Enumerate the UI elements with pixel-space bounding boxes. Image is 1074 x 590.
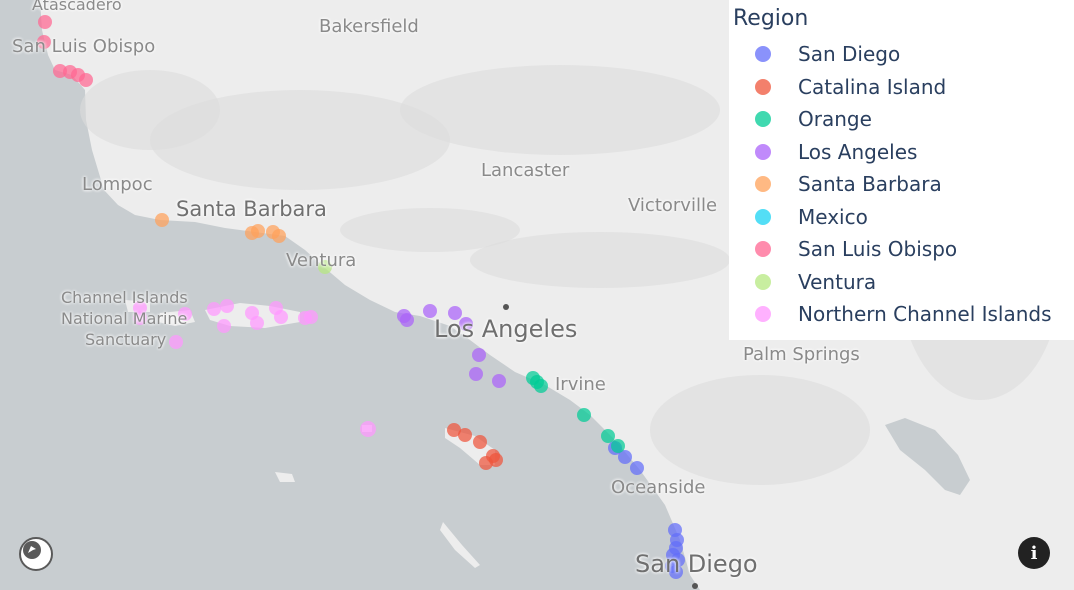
data-point[interactable] <box>601 429 615 443</box>
place-irvine: Irvine <box>555 374 606 395</box>
data-point[interactable] <box>251 224 265 238</box>
data-point[interactable] <box>469 367 483 381</box>
data-point[interactable] <box>472 348 486 362</box>
data-point[interactable] <box>318 260 332 274</box>
info-button[interactable]: i <box>1018 537 1050 569</box>
data-point[interactable] <box>447 423 461 437</box>
data-point[interactable] <box>489 453 503 467</box>
legend-item[interactable]: Northern Channel Islands <box>729 298 1074 330</box>
legend-marker <box>755 78 771 95</box>
legend-marker <box>755 111 771 127</box>
data-point[interactable] <box>178 307 192 321</box>
legend-item[interactable]: Mexico <box>729 201 1074 233</box>
place-channel-islands-line2: National Marine <box>61 309 188 328</box>
data-point[interactable] <box>448 306 462 320</box>
place-bakersfield: Bakersfield <box>319 16 419 37</box>
legend-item[interactable]: Orange <box>729 103 1074 135</box>
legend-item[interactable]: Santa Barbara <box>729 168 1074 200</box>
legend: Region San Diego Catalina Island Orange Los… <box>729 0 1074 340</box>
data-point[interactable] <box>459 317 473 331</box>
data-point[interactable] <box>577 408 591 422</box>
legend-label: Mexico <box>798 204 868 229</box>
place-atascadero: Atascadero <box>32 0 122 14</box>
legend-marker <box>755 208 771 225</box>
data-point[interactable] <box>611 439 625 453</box>
place-lompoc: Lompoc <box>82 174 153 195</box>
data-points <box>37 15 685 579</box>
legend-label: Los Angeles <box>798 139 918 164</box>
data-point[interactable] <box>534 379 548 393</box>
legend-title: Region <box>733 6 809 31</box>
data-point[interactable] <box>169 335 183 349</box>
legend-item[interactable]: San Luis Obispo <box>729 233 1074 265</box>
data-point[interactable] <box>360 421 376 437</box>
mapbox-logo-button[interactable] <box>19 537 53 571</box>
legend-label: Santa Barbara <box>798 172 942 196</box>
place-lancaster: Lancaster <box>481 160 570 181</box>
place-santa-barbara: Santa Barbara <box>176 197 327 221</box>
legend-marker <box>755 273 771 290</box>
place-palm-springs: Palm Springs <box>743 344 860 365</box>
data-point[interactable] <box>133 301 147 315</box>
legend-item[interactable]: San Diego <box>729 38 1074 70</box>
info-icon: i <box>1030 542 1038 564</box>
compass-icon <box>23 541 41 559</box>
data-point[interactable] <box>207 302 221 316</box>
legend-marker <box>755 306 771 322</box>
data-point[interactable] <box>217 319 231 333</box>
place-oceanside: Oceanside <box>611 477 706 498</box>
place-channel-islands-line3: Sanctuary <box>85 330 167 349</box>
legend-label: Ventura <box>798 269 877 294</box>
data-point[interactable] <box>492 374 506 388</box>
place-ventura: Ventura <box>286 250 357 271</box>
legend-marker <box>755 46 771 62</box>
data-point[interactable] <box>423 304 437 318</box>
data-point[interactable] <box>304 310 318 324</box>
legend-item[interactable]: Catalina Island <box>729 71 1074 103</box>
place-san-luis-obispo: San Luis Obispo <box>12 36 156 57</box>
data-point[interactable] <box>37 35 51 49</box>
data-point[interactable] <box>220 299 234 313</box>
place-los-angeles: Los Angeles <box>434 315 578 343</box>
legend-item[interactable]: Los Angeles <box>729 136 1074 168</box>
legend-label: Catalina Island <box>798 74 947 99</box>
legend-label: San Luis Obispo <box>798 237 958 261</box>
data-point[interactable] <box>618 450 632 464</box>
place-victorville: Victorville <box>628 195 718 216</box>
legend-label: San Diego <box>798 42 901 66</box>
data-point[interactable] <box>155 213 169 227</box>
city-markers <box>503 304 698 589</box>
data-point[interactable] <box>458 428 472 442</box>
legend-label: Northern Channel Islands <box>798 302 1052 326</box>
data-point[interactable] <box>473 435 487 449</box>
place-channel-islands-line1: Channel Islands <box>61 288 188 307</box>
data-point[interactable] <box>38 15 52 29</box>
data-point[interactable] <box>630 461 644 475</box>
salton-sea <box>885 418 970 495</box>
legend-item[interactable]: Ventura <box>729 266 1074 298</box>
data-point[interactable] <box>669 565 683 579</box>
data-point[interactable] <box>250 316 264 330</box>
data-point[interactable] <box>79 73 93 87</box>
legend-marker <box>755 143 771 160</box>
legend-marker <box>755 241 771 257</box>
place-san-diego: San Diego <box>635 550 758 578</box>
legend-marker <box>755 176 771 192</box>
data-point[interactable] <box>274 310 288 324</box>
legend-label: Orange <box>798 107 872 131</box>
data-point[interactable] <box>133 311 147 325</box>
data-point[interactable] <box>272 229 286 243</box>
data-point[interactable] <box>400 313 414 327</box>
